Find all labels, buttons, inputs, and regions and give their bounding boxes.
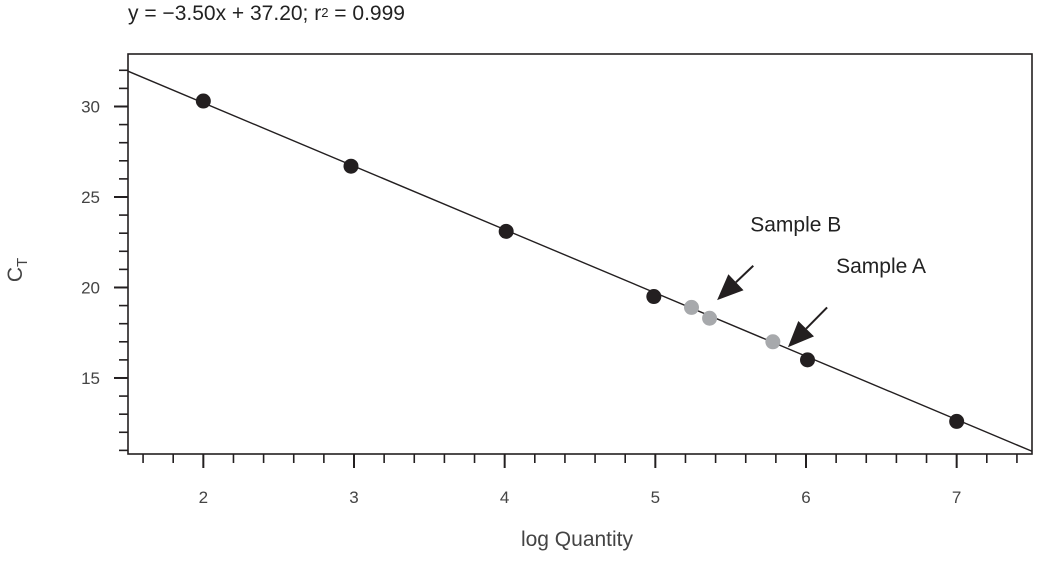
standard-point [195,93,211,109]
standard-point [949,413,965,429]
axes-layer: 2 3 4 5 6 7 15 20 25 30 log Quantity CT [4,69,1018,551]
fit-line-layer [128,70,1032,452]
fit-line [128,70,1032,452]
regression-equation: y = −3.50x + 37.20; r2 = 0.999 [128,2,405,26]
y-axis-title-main: C [4,267,27,282]
arrow-sample-a-shaft [805,306,828,330]
equation-prefix: y = −3.50x + 37.20; r [128,2,322,25]
x-tick-label: 3 [349,488,358,507]
standard-point [800,352,816,368]
y-tick-label: 25 [81,188,100,207]
arrow-sample-a-head [787,320,814,348]
y-tick-label: 20 [81,278,100,297]
annotation-sample-b: Sample B [750,213,841,236]
plot-border [127,53,1033,455]
arrow-sample-b-shaft [735,265,754,283]
x-tick-label: 5 [651,488,660,507]
sample-point [765,334,781,350]
standard-point [343,158,359,174]
y-axis-title-subscript: T [14,258,31,267]
standard-point [646,289,662,305]
x-tick-label: 2 [199,488,208,507]
equation-superscript: 2 [321,5,329,20]
x-axis-title: log Quantity [521,528,634,551]
annotation-sample-a: Sample A [836,255,926,278]
standard-point [498,223,514,239]
plot-frame [127,53,1033,455]
sample-point [683,299,699,315]
y-axis-title: CT [4,258,31,282]
data-points-layer [195,93,965,429]
x-tick-label: 6 [801,488,810,507]
y-tick-label: 15 [81,369,100,388]
annotations-layer: Sample B Sample A [717,213,926,348]
x-tick-label: 7 [952,488,961,507]
x-tick-label: 4 [500,488,509,507]
y-tick-label: 30 [81,97,100,116]
arrow-sample-b-head [717,274,744,301]
equation-suffix: = 0.999 [328,2,405,25]
sample-point [702,310,718,326]
